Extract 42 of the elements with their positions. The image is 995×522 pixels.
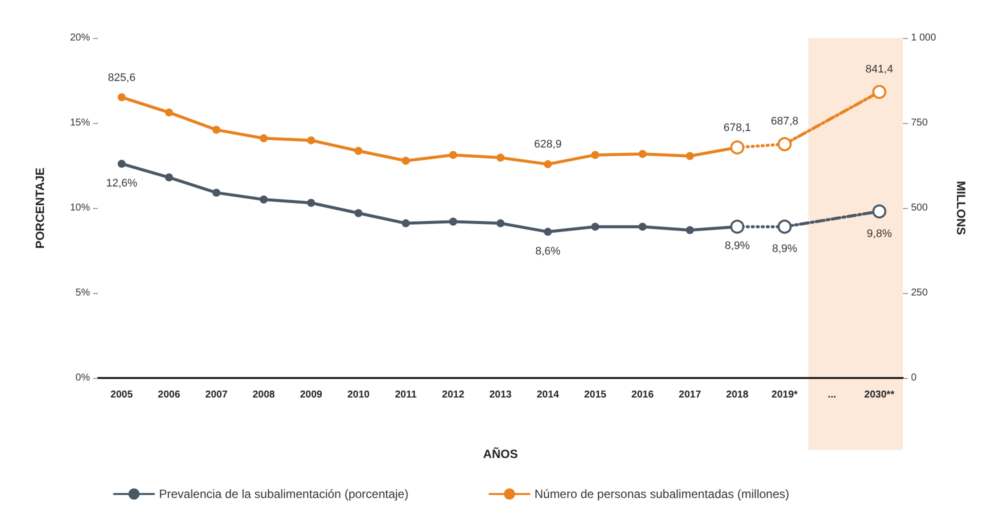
data-label: 687,8	[770, 116, 798, 128]
x-tick-label: 2017	[678, 390, 702, 400]
data-label: 8,9%	[724, 240, 750, 252]
x-tick-label: 2007	[205, 390, 228, 400]
y-axis-title: PORCENTAJE	[33, 167, 47, 249]
y-tick-label: 5%	[76, 288, 90, 298]
x-tick-label: 2005	[110, 390, 134, 400]
data-label: 678,1	[724, 122, 752, 134]
data-label: 825,6	[108, 72, 136, 84]
legend-label: Prevalencia de la subalimentación (porcentaje)	[159, 487, 408, 501]
x-tick-label: 2019*	[772, 390, 798, 400]
data-label: 8,9%	[772, 243, 798, 256]
x-tick-label: 2016	[631, 390, 654, 400]
data-label: 12,6%	[106, 177, 138, 190]
x-tick-label: ...	[828, 390, 836, 400]
y2-axis-title: MILLONS	[954, 181, 968, 235]
y-tick-label: 10%	[70, 202, 90, 214]
y2-tick-label: 1 000	[911, 32, 936, 44]
y2-tick-label: 250	[911, 288, 928, 298]
y-tick-label: 15%	[70, 118, 90, 128]
x-tick-label: 2010	[347, 390, 370, 400]
x-tick-label: 2030**	[864, 390, 894, 400]
data-label: 841,4	[866, 63, 894, 76]
x-tick-label: 2009	[300, 390, 323, 400]
data-label: 628,9	[534, 138, 562, 151]
x-tick-label: 2008	[252, 390, 276, 400]
x-tick-label: 2018	[726, 390, 749, 400]
legend-label: Número de personas subalimentadas (millones)	[534, 487, 790, 501]
x-tick-label: 2011	[394, 390, 418, 400]
x-axis-title: AÑOS	[483, 447, 518, 461]
x-tick-label: 2014	[536, 390, 560, 400]
x-tick-label: 2012	[442, 390, 465, 400]
data-label: 8,6%	[535, 245, 561, 258]
data-label: 9,8%	[866, 228, 892, 240]
y2-tick-label: 750	[911, 118, 928, 128]
x-tick-label: 2015	[584, 390, 607, 400]
y2-tick-label: 500	[911, 202, 928, 214]
x-tick-label: 2013	[489, 390, 512, 400]
y-tick-label: 0%	[76, 372, 90, 384]
y-tick-label: 20%	[70, 32, 90, 44]
y2-tick-label: 0	[911, 372, 917, 384]
x-tick-label: 2006	[158, 390, 181, 400]
